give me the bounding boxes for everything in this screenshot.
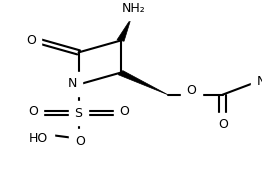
Text: O: O <box>28 105 38 118</box>
Text: O: O <box>75 135 85 148</box>
Text: N: N <box>67 77 77 90</box>
Text: NH₂: NH₂ <box>122 2 145 15</box>
Text: O: O <box>218 118 228 131</box>
Text: S: S <box>75 107 83 120</box>
Text: NH₂: NH₂ <box>257 75 262 88</box>
Text: O: O <box>26 34 36 47</box>
Text: O: O <box>186 84 196 97</box>
Text: HO: HO <box>29 132 48 145</box>
Polygon shape <box>117 19 131 41</box>
Polygon shape <box>118 71 168 95</box>
Text: O: O <box>119 105 129 118</box>
